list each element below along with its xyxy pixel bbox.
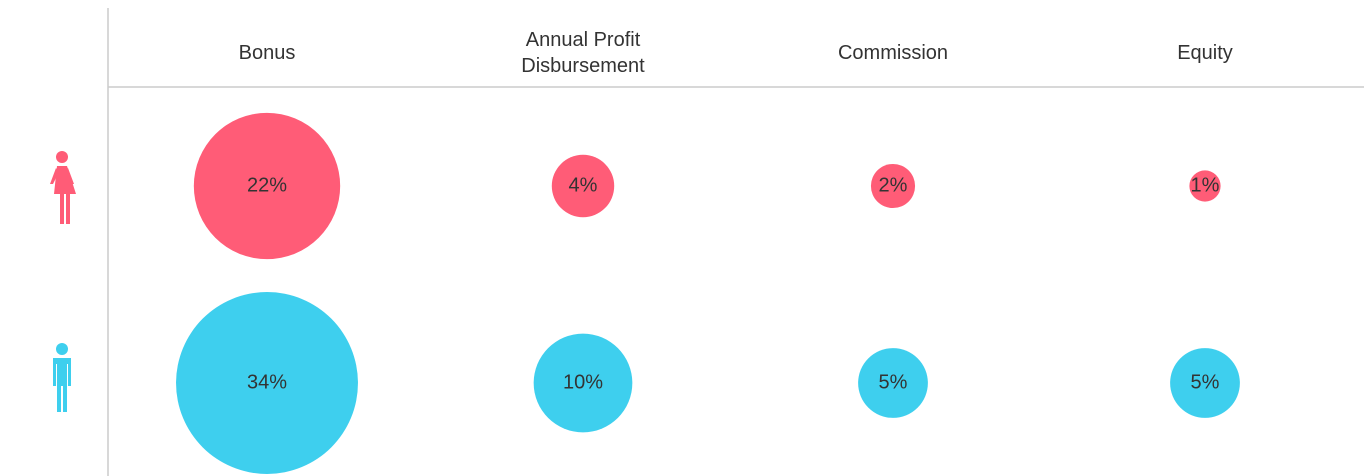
female-icon [50, 151, 76, 224]
bubble [870, 163, 916, 209]
column-header: Equity [1177, 42, 1233, 64]
bubble [176, 292, 358, 474]
bubble [193, 112, 341, 260]
column-header: Annual Profit Disbursement [521, 29, 645, 77]
bubble [551, 154, 615, 218]
bubble-label: 10% [563, 371, 603, 393]
column-header: Bonus [238, 42, 296, 64]
bubble-label: 22% [247, 174, 287, 196]
bubble [1189, 170, 1221, 202]
bubble-label: 1% [1191, 174, 1220, 196]
bubble-label: 5% [1191, 371, 1220, 393]
bubble-label: 2% [879, 174, 908, 196]
bubble-label: 5% [879, 371, 908, 393]
male-icon [53, 343, 71, 412]
bubble-label: 34% [247, 371, 287, 393]
column-header: Commission [837, 42, 949, 64]
bubble [1170, 348, 1240, 418]
bubble [858, 348, 928, 418]
bubble-label: 4% [569, 174, 598, 196]
bubble [533, 333, 633, 433]
